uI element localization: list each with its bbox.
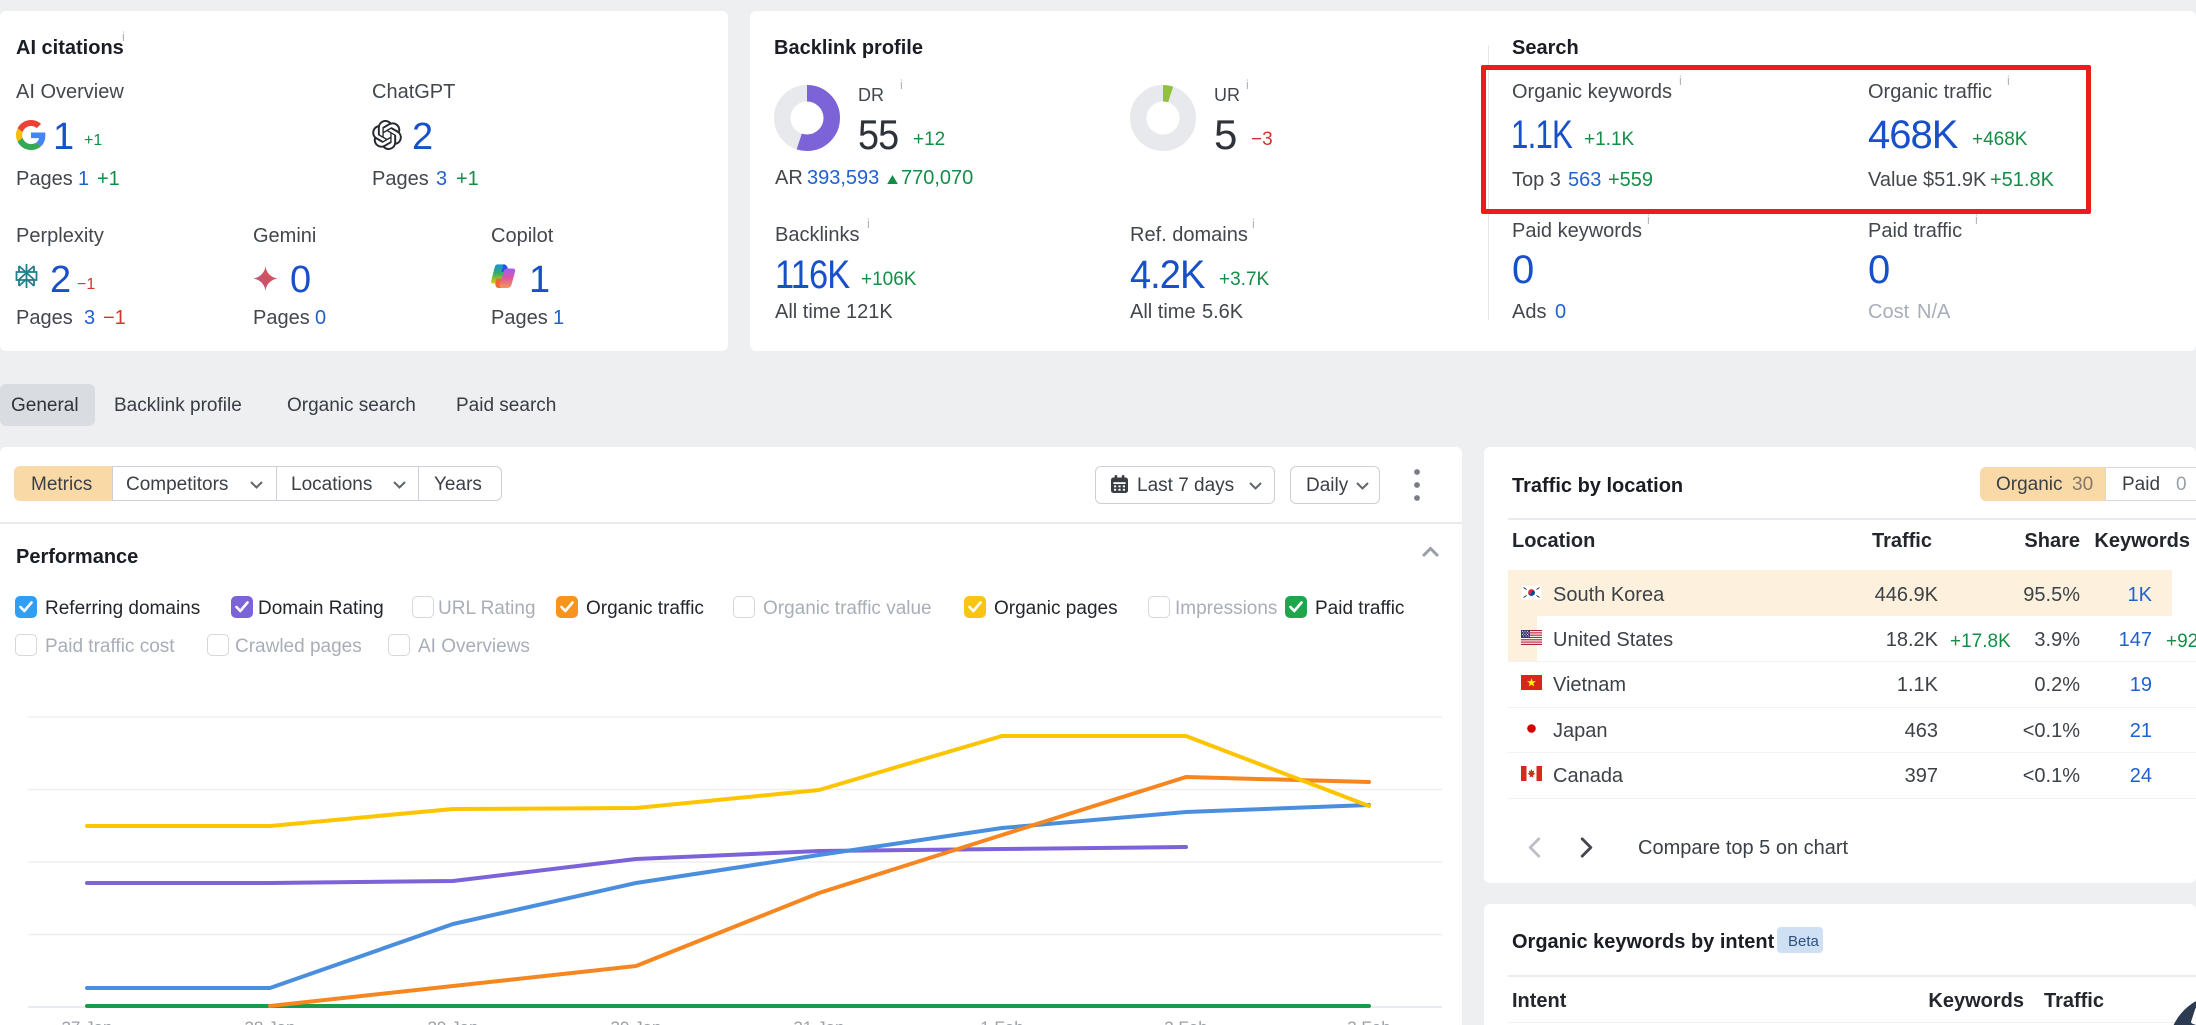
svg-text:31 Jan: 31 Jan xyxy=(793,1018,844,1025)
svg-text:28 Jan: 28 Jan xyxy=(244,1018,295,1025)
svg-text:1 Feb: 1 Feb xyxy=(980,1018,1023,1025)
svg-text:2 Feb: 2 Feb xyxy=(1164,1018,1207,1025)
svg-text:29 Jan: 29 Jan xyxy=(427,1018,478,1025)
svg-text:27 Jan: 27 Jan xyxy=(61,1018,112,1025)
svg-text:30 Jan: 30 Jan xyxy=(610,1018,661,1025)
svg-text:3 Feb: 3 Feb xyxy=(1347,1018,1390,1025)
